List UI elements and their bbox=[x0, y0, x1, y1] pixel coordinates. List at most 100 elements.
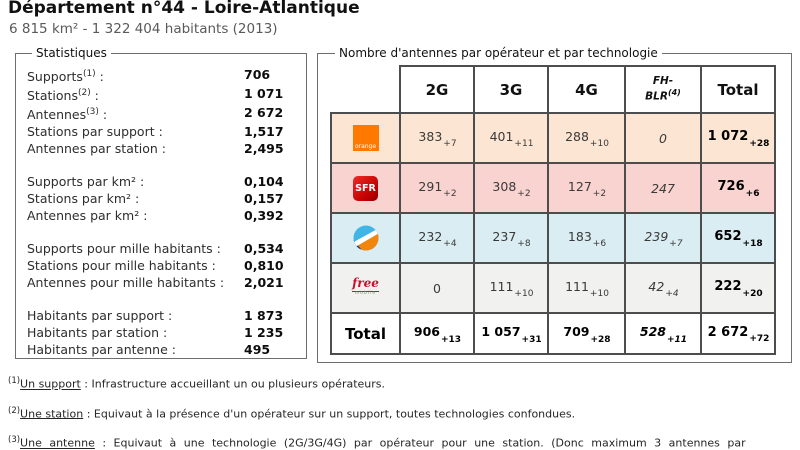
cell-value: 237 bbox=[492, 228, 517, 244]
table-corner-cell bbox=[331, 66, 400, 113]
page-subtitle: 6 815 km² - 1 322 404 habitants (2013) bbox=[9, 21, 278, 37]
total-count-cell: 528+11 bbox=[624, 312, 702, 355]
antenna-table-body: 2G 3G 4G FH- BLR(4) Total orange 383+7 401+11 28… bbox=[330, 65, 776, 355]
cell-value: 0 bbox=[659, 130, 667, 146]
cell-delta: +13 bbox=[441, 334, 462, 345]
stat-label: Supports pour mille habitants : bbox=[27, 241, 221, 257]
footnote-ref: (2) bbox=[77, 88, 91, 99]
cell-delta: +28 bbox=[749, 138, 770, 149]
footnote-ref: (3) bbox=[86, 107, 99, 118]
stat-value: 0,157 bbox=[244, 191, 284, 207]
stat-label: Antennes par km² : bbox=[27, 208, 148, 224]
total-row: Total 906+13 1 057+31 709+28 528+11 2 672+72 bbox=[330, 312, 776, 355]
column-header-fh-blr: FH- BLR(4) bbox=[624, 65, 702, 114]
stat-group-2: Supports par km² :0,104 Stations par km² … bbox=[27, 173, 300, 224]
antenna-count-cell: 237+8 bbox=[473, 212, 549, 264]
footnote-ref: (4) bbox=[667, 88, 681, 98]
operator-logo-cell: SFR bbox=[330, 162, 401, 214]
cell-value: 528 bbox=[639, 324, 666, 340]
cell-delta: +11 bbox=[514, 139, 534, 150]
column-header-total: Total bbox=[700, 65, 776, 114]
antenna-count-cell: 42+4 bbox=[624, 262, 702, 314]
operator-logo-cell: orange bbox=[330, 112, 401, 164]
stat-value: 495 bbox=[244, 342, 271, 358]
cell-delta: +4 bbox=[443, 239, 457, 250]
cell-delta: +7 bbox=[669, 239, 683, 250]
total-row-label: Total bbox=[330, 312, 401, 355]
cell-value: 652 bbox=[714, 229, 742, 245]
antenna-count-cell: 111+10 bbox=[473, 262, 549, 314]
footnote-2-text: : Equivaut à la présence d'un opérateur … bbox=[83, 407, 576, 421]
cell-value: 42 bbox=[648, 278, 665, 294]
stat-label: Stations(2) : bbox=[27, 88, 99, 104]
total-count-cell: 906+13 bbox=[399, 312, 475, 355]
cell-value: 183 bbox=[567, 228, 592, 244]
cell-delta: +10 bbox=[514, 289, 534, 300]
stat-value: 706 bbox=[244, 67, 271, 82]
stat-row: Antennes(3) : 2 672 bbox=[27, 104, 300, 123]
cell-delta: +72 bbox=[749, 334, 770, 345]
cell-value: 2 672 bbox=[707, 324, 749, 340]
page-title: Département n°44 - Loire-Atlantique bbox=[8, 0, 360, 18]
stats-panel-legend: Statistiques bbox=[36, 46, 107, 60]
column-header-label: Total bbox=[717, 80, 759, 99]
cell-delta: +2 bbox=[517, 189, 531, 200]
stat-row: Stations pour mille habitants : 0,810 bbox=[27, 257, 300, 274]
operator-row-free: free mobile 0 111+10 111+10 42+4 222+20 bbox=[330, 262, 776, 314]
antenna-count-cell: 383+7 bbox=[399, 112, 475, 164]
cell-delta: +6 bbox=[745, 188, 760, 199]
cell-value: 111 bbox=[489, 278, 514, 294]
footnote-2: (2)Une station : Equivaut à la présence … bbox=[8, 405, 792, 421]
stat-value: 1,517 bbox=[244, 124, 284, 140]
stat-value: 0,104 bbox=[244, 174, 284, 190]
total-count-cell: 1 057+31 bbox=[473, 312, 549, 355]
stat-row: Stations par support : 1,517 bbox=[27, 123, 300, 140]
cell-value: 127 bbox=[567, 178, 592, 194]
antenna-count-cell: 401+11 bbox=[473, 112, 549, 164]
cell-delta: +10 bbox=[589, 289, 609, 300]
footnote-1-text: : Infrastructure accueillant un ou plusi… bbox=[80, 377, 386, 391]
footnote-1: (1)Un support : Infrastructure accueilla… bbox=[8, 375, 792, 391]
stat-row: Supports(1) : 706 bbox=[27, 66, 300, 85]
column-header-label: 3G bbox=[499, 80, 523, 99]
antenna-count-cell: 1 072+28 bbox=[700, 112, 776, 164]
footnote-3: (3)Une antenne : Equivaut à une technolo… bbox=[8, 434, 792, 450]
cell-value: 709 bbox=[563, 324, 590, 340]
footnote-2-term: Une station bbox=[20, 407, 84, 421]
cell-value: 247 bbox=[651, 180, 675, 196]
operator-logo-cell bbox=[330, 212, 401, 264]
stat-row: Habitants par antenne : 495 bbox=[27, 341, 300, 358]
antennas-panel: Nombre d'antennes par opérateur et par t… bbox=[317, 46, 792, 363]
bouygues-logo-icon bbox=[333, 225, 398, 251]
stat-label: Supports(1) : bbox=[27, 69, 104, 85]
stat-value: 2,495 bbox=[244, 141, 284, 157]
cell-value: 383 bbox=[418, 128, 443, 144]
column-header-label: FH- BLR bbox=[645, 75, 674, 103]
stat-row: Antennes pour mille habitants : 2,021 bbox=[27, 274, 300, 291]
footnote-3-term: Une antenne bbox=[20, 436, 95, 450]
antenna-count-cell: 247 bbox=[624, 162, 702, 214]
stat-row: Habitants par station : 1 235 bbox=[27, 324, 300, 341]
cell-value: 239 bbox=[644, 228, 669, 244]
cell-value: 1 072 bbox=[707, 129, 749, 145]
cell-value: 401 bbox=[489, 128, 514, 144]
stat-label: Stations par support : bbox=[27, 124, 163, 140]
cell-delta: +11 bbox=[667, 334, 688, 345]
stat-label: Stations par km² : bbox=[27, 191, 140, 207]
stat-label: Antennes pour mille habitants : bbox=[27, 275, 225, 291]
cell-delta: +10 bbox=[589, 139, 609, 150]
stat-value: 1 235 bbox=[244, 325, 284, 341]
footnote-3-ref: (3) bbox=[8, 435, 21, 446]
antenna-count-cell: 726+6 bbox=[700, 162, 776, 214]
footnote-1-ref: (1) bbox=[8, 376, 21, 386]
antenna-count-cell: 308+2 bbox=[473, 162, 549, 214]
stat-label: Habitants par antenne : bbox=[27, 342, 176, 358]
antenna-table: 2G 3G 4G FH- BLR(4) Total orange 383+7 401+11 28… bbox=[330, 65, 776, 355]
footnote-3-text: : Equivaut à une technologie (2G/3G/4G) … bbox=[94, 436, 746, 450]
cell-delta: +31 bbox=[521, 334, 542, 345]
stat-value: 0,534 bbox=[244, 241, 284, 257]
antennas-panel-legend: Nombre d'antennes par opérateur et par t… bbox=[339, 46, 658, 60]
stat-value: 2 672 bbox=[244, 105, 284, 121]
stat-group-1: Supports(1) : 706 Stations(2) : 1 071 Antenn… bbox=[27, 66, 300, 157]
cell-delta: +8 bbox=[517, 239, 531, 250]
